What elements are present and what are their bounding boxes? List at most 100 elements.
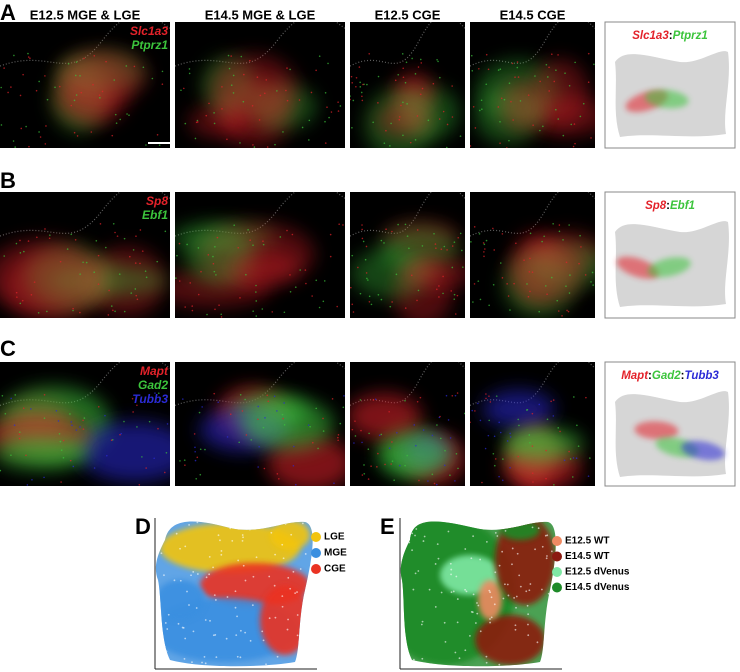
umap-speck [420, 623, 423, 626]
legend-label: LGE [324, 532, 345, 543]
micrograph [175, 192, 345, 318]
column-header: E14.5 MGE & LGE [205, 7, 316, 22]
speck [200, 270, 202, 273]
speck [105, 246, 107, 249]
umap-speck [220, 550, 223, 552]
umap-speck [261, 630, 264, 633]
speck [499, 68, 502, 71]
umap-speck [181, 515, 183, 517]
umap-speck [296, 614, 299, 616]
speck [402, 67, 405, 70]
umap-speck [219, 539, 221, 542]
umap-speck [554, 624, 556, 627]
speck [25, 454, 27, 457]
speck [493, 464, 496, 467]
umap-speck [296, 634, 299, 637]
speck [14, 394, 17, 396]
speck [4, 412, 7, 415]
umap-speck [529, 583, 532, 585]
speck [525, 409, 528, 411]
speck [568, 450, 570, 453]
umap-speck [485, 661, 488, 664]
umap-speck [541, 545, 544, 548]
speck [548, 66, 550, 69]
umap-speck [165, 654, 168, 656]
gene-label: Slc1a3 [130, 24, 168, 38]
speck [472, 301, 474, 303]
speck [30, 408, 32, 410]
speck [553, 484, 555, 486]
speck [582, 102, 585, 105]
speck [309, 425, 311, 428]
umap-speck [225, 515, 227, 517]
umap-speck [262, 639, 265, 642]
speck [438, 296, 440, 298]
umap-speck [184, 637, 187, 640]
speck [283, 424, 286, 426]
speck [545, 63, 548, 66]
speck [501, 277, 504, 279]
speck [266, 394, 269, 397]
umap-speck [188, 523, 190, 526]
umap-speck [166, 628, 169, 630]
speck [195, 477, 198, 480]
umap-speck [249, 639, 252, 642]
speck [413, 424, 416, 426]
speck [315, 279, 318, 282]
speck [240, 55, 243, 58]
speck [66, 248, 69, 250]
speck [492, 452, 495, 455]
speck [485, 393, 487, 395]
umap-speck [527, 623, 529, 626]
micrograph [175, 362, 345, 486]
speck [213, 112, 215, 114]
umap-cluster [478, 580, 502, 620]
speck [528, 434, 531, 436]
speck [501, 233, 504, 235]
speck [154, 392, 156, 394]
signal [229, 250, 300, 284]
umap-cluster [475, 615, 545, 665]
speck [322, 430, 325, 432]
umap-speck [550, 550, 553, 553]
umap-speck [443, 621, 446, 624]
umap-speck [450, 591, 453, 594]
umap-speck [479, 630, 482, 633]
speck [483, 243, 486, 246]
speck [245, 434, 248, 436]
speck [587, 52, 590, 55]
speck [120, 432, 123, 435]
umap-speck [414, 572, 417, 575]
signal [0, 435, 90, 471]
speck [310, 91, 313, 94]
speck [38, 131, 40, 133]
tissue-outline [470, 192, 595, 237]
speck [73, 99, 76, 102]
speck [196, 456, 199, 459]
speck [212, 262, 215, 265]
speck [378, 434, 381, 437]
umap-speck [501, 550, 504, 553]
speck [43, 417, 46, 420]
speck [566, 309, 568, 312]
speck [416, 229, 419, 231]
umap-speck [546, 534, 549, 537]
umap-speck [281, 543, 284, 546]
speck [436, 424, 438, 426]
speck [470, 241, 472, 243]
speck [311, 441, 314, 444]
speck [258, 445, 260, 448]
speck [570, 123, 573, 126]
speck [25, 125, 27, 128]
speck [557, 310, 560, 312]
speck [416, 115, 419, 117]
speck [79, 75, 81, 77]
speck [438, 118, 441, 120]
umap-speck [173, 579, 176, 582]
micrograph [0, 192, 170, 318]
speck [451, 245, 454, 247]
legend-label: MGE [324, 548, 347, 559]
speck [239, 297, 241, 299]
speck [261, 308, 264, 310]
speck [244, 398, 246, 401]
